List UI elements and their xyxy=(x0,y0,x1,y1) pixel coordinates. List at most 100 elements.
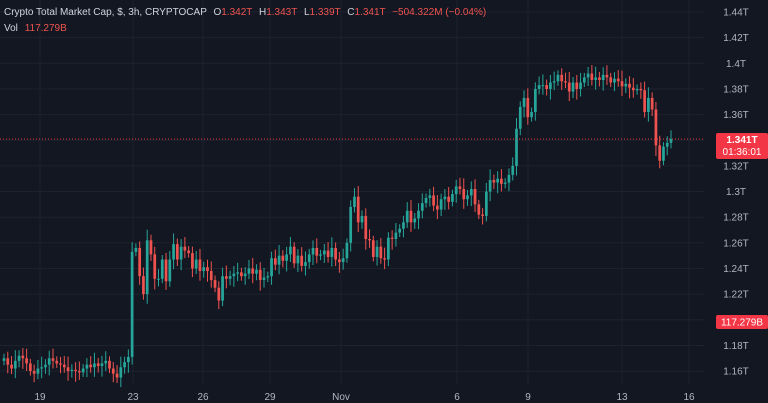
candle-body xyxy=(605,74,609,78)
candle-body xyxy=(13,360,17,369)
candle-body xyxy=(402,222,405,229)
candle-body xyxy=(390,237,394,240)
candle-body xyxy=(484,191,488,216)
candle-body xyxy=(394,232,398,240)
candle-body xyxy=(360,215,364,223)
candle-body xyxy=(191,253,194,269)
candle-body xyxy=(417,210,420,219)
candle-body xyxy=(289,246,292,255)
candle-body xyxy=(345,242,349,259)
candle-body xyxy=(160,259,164,279)
candle-body xyxy=(209,271,213,281)
volume-row: Vol 117.279B xyxy=(4,21,486,37)
y-tick-label: 1.44T xyxy=(723,8,749,19)
candle-body xyxy=(518,106,522,129)
candle-body xyxy=(326,250,330,257)
candle-body xyxy=(447,196,451,202)
y-tick-label: 1.3T xyxy=(726,187,746,198)
candle-body xyxy=(62,364,66,368)
y-tick-label: 1.36T xyxy=(723,110,749,121)
x-tick-label: 16 xyxy=(683,392,695,403)
candle-body xyxy=(556,74,560,82)
candle-body xyxy=(650,97,654,110)
candle-body xyxy=(371,240,375,257)
candle-body xyxy=(194,259,198,269)
candle-body xyxy=(277,255,281,265)
candle-body xyxy=(89,364,93,368)
volume-label[interactable]: Vol xyxy=(4,23,18,34)
candle-body xyxy=(296,255,300,264)
candle-body xyxy=(100,363,104,366)
y-tick-label: 1.26T xyxy=(723,238,749,249)
candle-body xyxy=(187,250,191,254)
x-tick-label: 19 xyxy=(34,392,46,403)
candle-body xyxy=(481,214,484,216)
x-tick-label: 29 xyxy=(264,392,276,403)
candle-body xyxy=(217,287,221,301)
candle-body xyxy=(108,360,111,369)
candle-body xyxy=(575,82,579,89)
candle-body xyxy=(2,358,6,361)
candle-body xyxy=(669,138,673,143)
candle-body xyxy=(123,362,126,368)
candle-body xyxy=(567,82,571,92)
candle-body xyxy=(307,254,311,263)
candle-body xyxy=(21,355,25,359)
candle-body xyxy=(221,276,224,301)
candle-body xyxy=(375,246,379,257)
candle-body xyxy=(130,251,134,357)
y-tick-label: 1.18T xyxy=(723,341,749,352)
candle-body xyxy=(228,276,232,279)
candle-body xyxy=(526,97,530,118)
y-tick-label: 1.32T xyxy=(723,161,749,172)
candle-body xyxy=(179,246,183,260)
high-value: 1.343T xyxy=(266,7,298,18)
candle-body xyxy=(281,255,285,261)
candle-body xyxy=(624,83,628,87)
candle-body xyxy=(662,146,665,161)
candle-body xyxy=(17,355,21,361)
high-label: H xyxy=(258,7,267,18)
candle-body xyxy=(613,78,616,83)
candle-body xyxy=(462,188,466,200)
symbol-title[interactable]: Crypto Total Market Cap, $, 3h, CRYPTOCA… xyxy=(4,7,207,18)
candle-body xyxy=(349,206,353,243)
candle-body xyxy=(119,367,123,378)
candle-body xyxy=(224,276,228,279)
candle-body xyxy=(74,369,77,372)
candle-body xyxy=(658,145,662,161)
candle-body xyxy=(601,74,605,80)
candle-body xyxy=(643,90,646,113)
candle-body xyxy=(266,276,270,278)
candle-body xyxy=(300,255,304,266)
candle-body xyxy=(654,109,658,146)
y-tick-label: 1.28T xyxy=(723,213,749,224)
candle-body xyxy=(292,246,296,264)
candle-body xyxy=(571,82,575,92)
candle-body xyxy=(590,73,594,80)
candle-body xyxy=(153,254,157,279)
candle-body xyxy=(322,250,326,255)
candle-body xyxy=(598,77,601,80)
x-tick-label: 6 xyxy=(454,392,460,403)
candle-body xyxy=(594,77,597,80)
candle-body xyxy=(338,259,341,263)
candle-body xyxy=(334,247,337,260)
price-badge-countdown: 01:36:01 xyxy=(723,147,762,158)
volume-badge xyxy=(716,315,768,329)
candle-body xyxy=(541,85,545,87)
candle-body xyxy=(364,215,368,240)
candle-body xyxy=(36,368,40,374)
volume-value: 117.279B xyxy=(24,23,67,34)
candle-body xyxy=(104,360,108,364)
candle-body xyxy=(202,267,206,272)
candle-body xyxy=(66,367,70,372)
candle-body xyxy=(330,247,334,257)
candle-body xyxy=(511,165,515,175)
candle-body xyxy=(213,280,217,288)
candle-body xyxy=(647,97,650,113)
y-tick-label: 1.16T xyxy=(723,367,749,378)
candle-body xyxy=(383,258,386,260)
